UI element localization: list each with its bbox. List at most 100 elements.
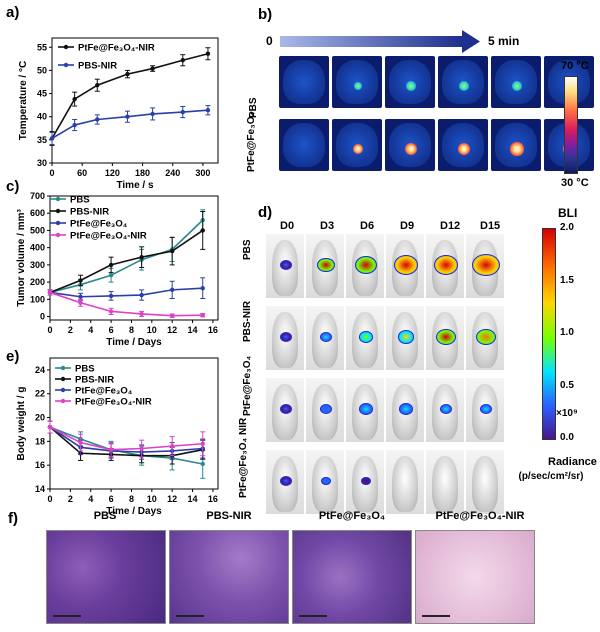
bli-mouse-image xyxy=(386,306,424,370)
heat-spot xyxy=(353,81,363,91)
data-point xyxy=(108,293,114,299)
data-point xyxy=(205,51,211,56)
x-tick-label: 14 xyxy=(188,494,198,504)
bli-mouse-image xyxy=(266,234,304,298)
bli-tick-label: 1.5 xyxy=(560,274,574,286)
bli-signal-spot xyxy=(320,404,332,414)
data-point xyxy=(72,122,77,128)
data-point xyxy=(108,273,114,278)
x-tick-label: 240 xyxy=(165,168,180,178)
y-tick-label: 300 xyxy=(30,260,45,270)
data-point xyxy=(78,300,83,305)
bli-mouse-image xyxy=(466,378,504,442)
data-point xyxy=(169,313,175,318)
data-point xyxy=(95,83,100,88)
series-line xyxy=(49,426,203,457)
data-point xyxy=(139,254,144,260)
y-tick-label: 700 xyxy=(30,191,45,201)
data-point xyxy=(200,312,205,318)
heat-spot xyxy=(405,143,417,155)
legend-label: PBS-NIR xyxy=(75,375,114,386)
legend-label: PtFe@Fe₃O₄-NIR xyxy=(75,397,152,408)
data-point xyxy=(108,447,114,452)
bli-unit-line1: Radiance xyxy=(548,456,597,468)
x-tick-label: 14 xyxy=(188,325,198,335)
y-tick-label: 200 xyxy=(30,277,45,287)
panel-label-b: b) xyxy=(258,6,273,23)
heat-spot xyxy=(457,142,471,156)
legend-marker xyxy=(55,220,61,226)
y-tick-label: 50 xyxy=(37,65,47,75)
y-tick-label: 30 xyxy=(37,158,47,168)
x-tick-label: 0 xyxy=(47,325,52,335)
y-tick-label: 0 xyxy=(40,312,45,322)
x-tick-label: 8 xyxy=(129,494,134,504)
bli-mouse-image xyxy=(466,234,504,298)
tumor-volume-chart: 0 2 4 6 8 10 12 14 16 0 100 200 300 400 500 600 700 Time … xyxy=(16,191,219,348)
x-axis-label: Time / Days xyxy=(106,506,162,516)
thermal-image xyxy=(438,56,488,108)
histo-image-pbs-nir xyxy=(169,530,289,624)
bli-mouse-image xyxy=(426,306,464,370)
bli-unit-line2: (p/sec/cm²/sr) xyxy=(518,471,584,482)
mouse-silhouette xyxy=(283,60,325,104)
legend-marker xyxy=(55,208,61,214)
bli-tick-label: 2.0 xyxy=(560,222,574,233)
x-tick-label: 16 xyxy=(208,325,218,335)
legend-label: PBS xyxy=(75,364,95,375)
y-tick-label: 100 xyxy=(30,294,45,304)
panel-d-bioluminescence: d) D0 D3 D6 D9 D12 D15 PBS PBS-NIR PtFe@Fe₃O₄… xyxy=(236,198,600,514)
data-point xyxy=(200,228,205,233)
scale-bar xyxy=(422,615,450,617)
legend-marker xyxy=(60,365,66,371)
bli-tick-label: 1.0 xyxy=(560,327,574,338)
data-point xyxy=(125,114,130,119)
thermal-image xyxy=(279,119,329,171)
plot-frame xyxy=(49,195,219,321)
mouse-body xyxy=(392,456,418,512)
thermal-image xyxy=(332,56,382,108)
thermal-image xyxy=(385,56,435,108)
bli-signal-spot xyxy=(317,257,335,273)
bli-signal-spot xyxy=(359,331,373,343)
thermal-scale-max: 70 °C xyxy=(561,60,589,72)
legend-marker xyxy=(63,44,69,50)
histo-label-pbs-nir: PBS-NIR xyxy=(206,510,252,522)
scale-bar xyxy=(53,615,81,617)
bli-mouse-image xyxy=(306,306,344,370)
scale-bar xyxy=(176,615,204,617)
data-point xyxy=(47,424,53,430)
legend-marker xyxy=(55,232,61,238)
bli-day-label: D6 xyxy=(360,220,375,232)
bli-mouse-image xyxy=(266,450,304,514)
legend-label: PtFe@Fe₃O₄-NIR xyxy=(78,43,155,54)
bli-row-label-ptfe-nir: PtFe@Fe₃O₄ NIR xyxy=(238,417,249,498)
thermal-row-label-ptfe: PtFe@Fe₃O₄ xyxy=(246,111,257,172)
bli-mouse-image xyxy=(466,306,504,370)
data-point xyxy=(78,440,83,445)
bli-signal-spot xyxy=(434,255,458,275)
y-axis-label: Temperature / °C xyxy=(18,61,29,140)
bli-signal-spot xyxy=(359,403,373,415)
x-tick-label: 4 xyxy=(88,494,93,504)
bli-tick-label: 0.5 xyxy=(560,379,574,391)
series-line xyxy=(49,426,203,451)
data-point xyxy=(47,290,53,295)
bli-signal-spot xyxy=(361,476,371,486)
series-line xyxy=(49,426,203,453)
y-tick-label: 55 xyxy=(37,42,47,52)
series-line xyxy=(49,291,203,317)
legend-marker xyxy=(60,398,66,404)
scale-bar xyxy=(299,615,327,617)
thermal-image xyxy=(491,119,541,171)
heat-spot xyxy=(510,142,524,156)
legend-label: PBS-NIR xyxy=(78,61,117,72)
bli-signal-spot xyxy=(398,330,414,344)
heat-spot xyxy=(511,80,523,92)
x-tick-label: 60 xyxy=(77,168,87,178)
x-tick-label: 10 xyxy=(147,494,157,504)
x-tick-label: 4 xyxy=(88,325,93,335)
panel-label-d: d) xyxy=(258,204,273,221)
data-point xyxy=(200,461,205,467)
